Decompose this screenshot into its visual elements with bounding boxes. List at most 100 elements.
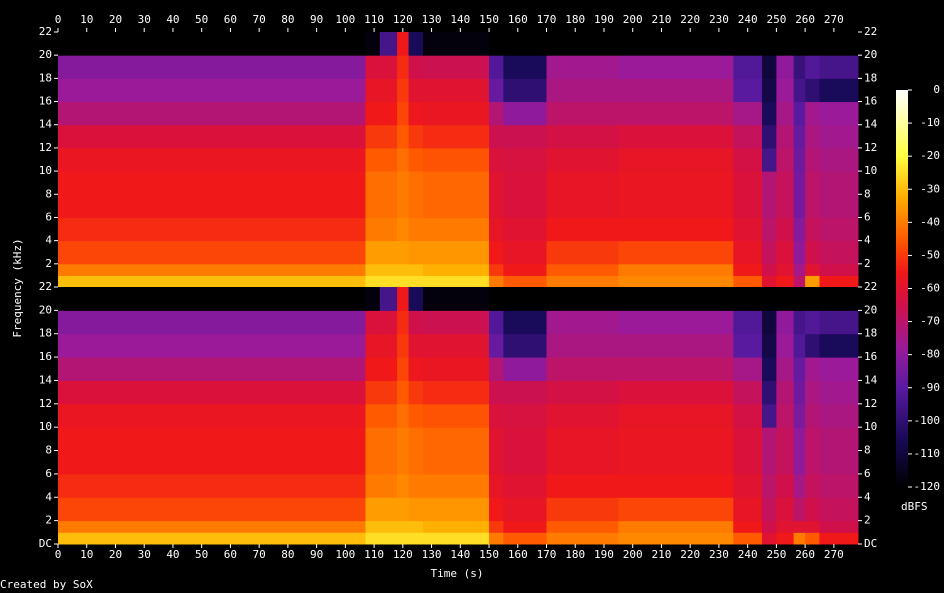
heatmap-cell xyxy=(546,217,619,242)
colorbar-tick-label: 0 xyxy=(933,83,940,96)
heatmap-cell xyxy=(397,171,410,218)
heatmap-cell xyxy=(58,380,366,405)
x-tick-label: 190 xyxy=(594,13,614,26)
heatmap-cell xyxy=(618,287,734,311)
heatmap-cell xyxy=(762,532,777,545)
heatmap-cell xyxy=(733,147,763,172)
heatmap-cell xyxy=(762,263,777,276)
heatmap-cell xyxy=(819,520,859,533)
y-tick-label: 4 xyxy=(45,490,52,503)
heatmap-cell xyxy=(793,333,806,358)
heatmap-cell xyxy=(365,101,381,126)
heatmap-cell xyxy=(819,333,859,358)
colorbar-tick-label: -40 xyxy=(920,215,940,228)
heatmap-cell xyxy=(365,263,381,276)
heatmap-cell xyxy=(397,240,410,265)
x-axis-label: Time (s) xyxy=(431,567,484,580)
heatmap-cell xyxy=(422,217,490,242)
heatmap-cell xyxy=(58,275,366,288)
heatmap-cell xyxy=(422,32,490,56)
heatmap-cell xyxy=(819,310,859,335)
heatmap-cell xyxy=(762,275,777,288)
heatmap-cell xyxy=(733,333,763,358)
heatmap-cell xyxy=(546,240,619,265)
heatmap-cell xyxy=(819,124,859,149)
heatmap-cell xyxy=(776,473,795,498)
heatmap-cell xyxy=(819,55,859,79)
x-tick-label: 220 xyxy=(680,13,700,26)
heatmap-cell xyxy=(733,532,763,545)
heatmap-cell xyxy=(379,55,398,79)
heatmap-cell xyxy=(379,380,398,405)
heatmap-cell xyxy=(503,275,548,288)
heatmap-cell xyxy=(379,240,398,265)
heatmap-cell xyxy=(503,333,548,358)
heatmap-cell xyxy=(762,357,777,381)
heatmap-cell xyxy=(618,532,734,545)
heatmap-cell xyxy=(762,287,777,311)
y-tick-label: 20 xyxy=(39,303,52,316)
heatmap-cell xyxy=(365,497,381,522)
heatmap-cell xyxy=(489,532,504,545)
heatmap-cell xyxy=(397,147,410,172)
x-tick-label: 190 xyxy=(594,548,614,561)
heatmap-cell xyxy=(819,275,859,288)
heatmap-cell xyxy=(733,427,763,475)
heatmap-cell xyxy=(397,403,410,428)
heatmap-cell xyxy=(408,357,424,381)
heatmap-cell xyxy=(776,427,795,475)
heatmap-cell xyxy=(733,217,763,242)
colorbar xyxy=(896,90,908,487)
heatmap-cell xyxy=(408,55,424,79)
heatmap-cell xyxy=(793,55,806,79)
heatmap-cell xyxy=(379,275,398,288)
heatmap-cell xyxy=(365,147,381,172)
y-tick-label: 10 xyxy=(864,420,877,433)
heatmap-cell xyxy=(422,240,490,265)
heatmap-cell xyxy=(58,263,366,276)
heatmap-cell xyxy=(58,287,366,311)
heatmap-cell xyxy=(489,263,504,276)
y-tick-label: 8 xyxy=(864,187,871,200)
heatmap-cell xyxy=(805,333,820,358)
heatmap-cell xyxy=(805,101,820,126)
heatmap-cell xyxy=(365,171,381,218)
y-tick-label: 6 xyxy=(864,210,871,223)
x-tick-label: 240 xyxy=(738,13,758,26)
x-tick-label: 210 xyxy=(652,548,672,561)
heatmap-cell xyxy=(618,240,734,265)
x-tick-label: 20 xyxy=(109,13,122,26)
heatmap-cell xyxy=(365,240,381,265)
colorbar-tick-label: -80 xyxy=(920,348,940,361)
heatmap-cell xyxy=(397,310,410,335)
x-tick-label: 230 xyxy=(709,13,729,26)
heatmap-cell xyxy=(408,532,424,545)
heatmap-cell xyxy=(365,55,381,79)
heatmap-cell xyxy=(733,263,763,276)
heatmap-cell xyxy=(422,55,490,79)
x-tick-label: 210 xyxy=(652,13,672,26)
heatmap-cell xyxy=(733,101,763,126)
heatmap-cell xyxy=(793,217,806,242)
heatmap-cell xyxy=(546,497,619,522)
heatmap-cell xyxy=(397,32,410,56)
y-tick-label: 4 xyxy=(864,490,871,503)
y-tick-label: 10 xyxy=(39,420,52,433)
heatmap-cell xyxy=(733,520,763,533)
heatmap-cell xyxy=(397,101,410,126)
heatmap-cell xyxy=(546,147,619,172)
y-tick-label: 16 xyxy=(864,350,877,363)
heatmap-cell xyxy=(58,55,366,79)
heatmap-cell xyxy=(489,380,504,405)
heatmap-cell xyxy=(408,32,424,56)
heatmap-cell xyxy=(762,497,777,522)
x-tick-label: 70 xyxy=(253,13,266,26)
heatmap-cell xyxy=(58,240,366,265)
heatmap-cell xyxy=(58,78,366,103)
heatmap-cell xyxy=(408,263,424,276)
y-tick-label: 18 xyxy=(864,71,877,84)
y-tick-label: 4 xyxy=(864,234,871,247)
heatmap-cell xyxy=(379,427,398,475)
heatmap-cell xyxy=(408,520,424,533)
y-tick-label: 18 xyxy=(39,71,52,84)
